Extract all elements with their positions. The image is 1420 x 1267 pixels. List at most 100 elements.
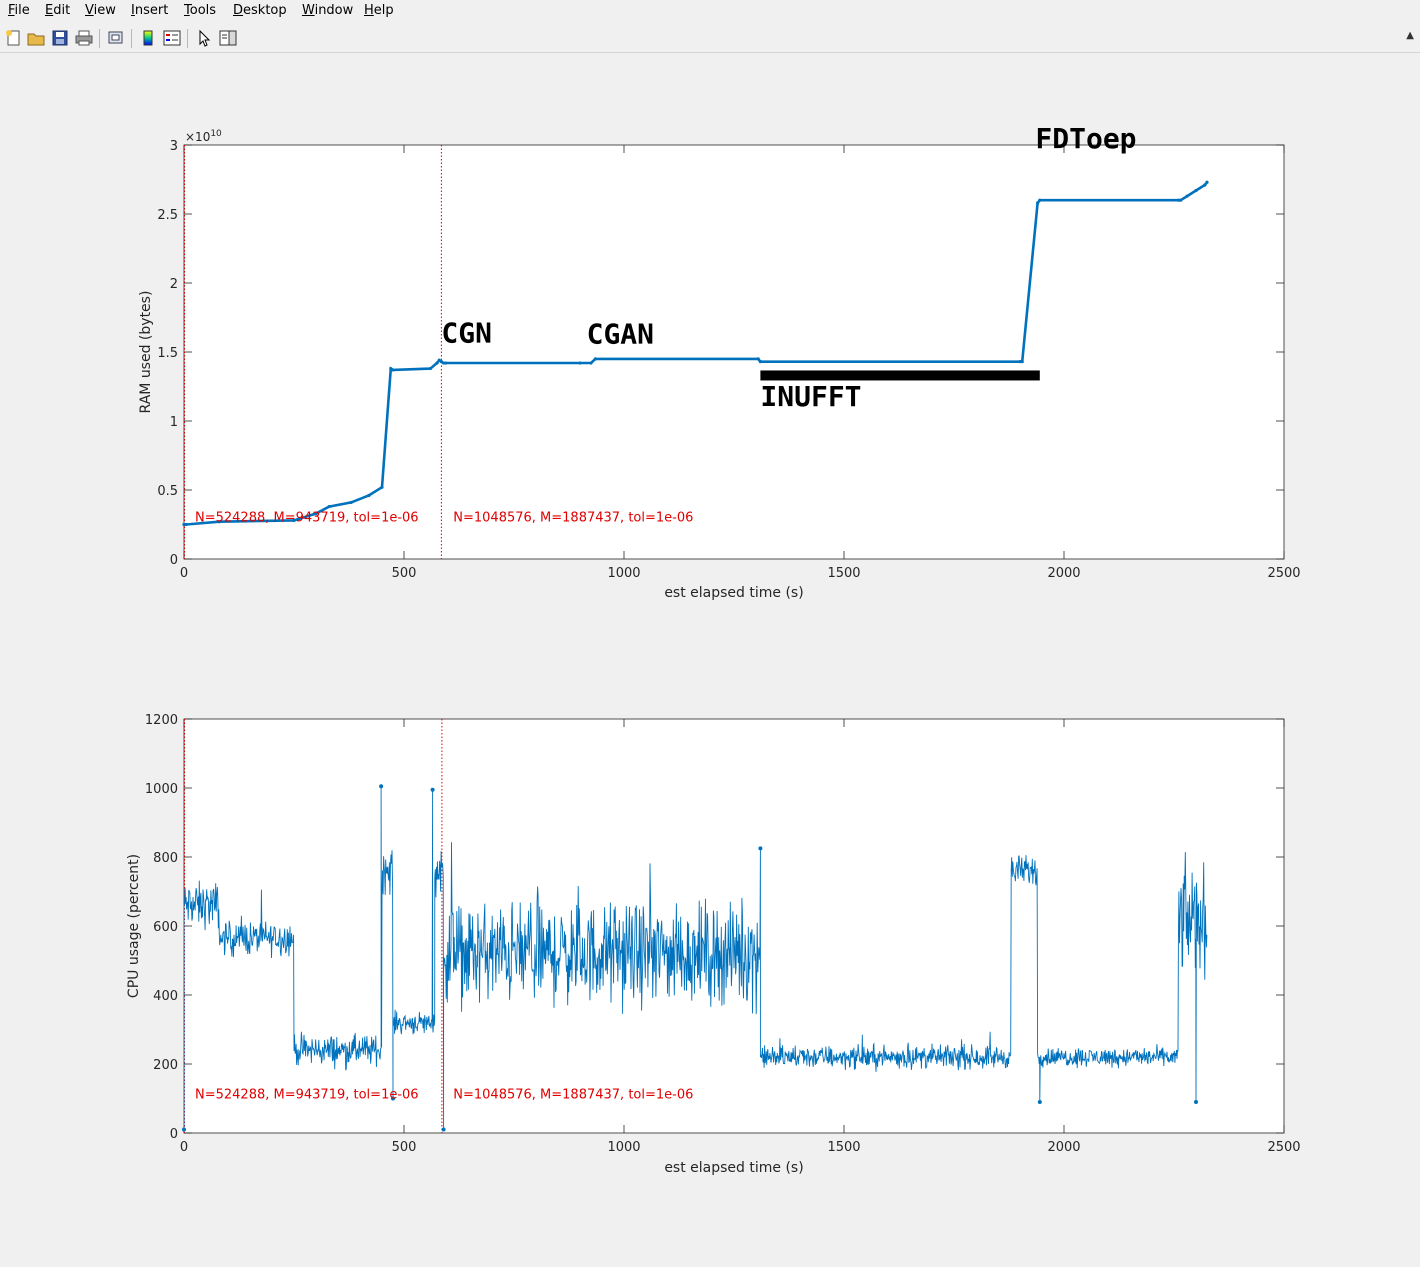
menu-view[interactable]: View: [85, 3, 116, 18]
cpu-ytick-label: 800: [153, 851, 178, 866]
ram-data-point: [1038, 198, 1042, 202]
menu-insert[interactable]: Insert: [131, 3, 169, 18]
ram-data-point: [428, 366, 432, 371]
edit-plot-arrow-icon[interactable]: [194, 28, 214, 48]
ram-ytick-label: 0.5: [157, 484, 178, 499]
open-file-icon[interactable]: [26, 28, 46, 48]
ram-data-point: [314, 511, 318, 516]
menu-desktop[interactable]: Desktop: [233, 3, 287, 18]
ram-data-point: [1176, 198, 1180, 202]
ram-ytick-label: 1.5: [157, 346, 178, 361]
ram-xtick-label: 500: [392, 566, 417, 581]
cpu-ytick-label: 0: [170, 1127, 178, 1142]
ram-data-point: [1194, 188, 1198, 193]
cpu-xtick-label: 500: [392, 1140, 417, 1155]
cpu-ytick-label: 600: [153, 920, 178, 935]
ram-dataset-annotation: N=524288, M=943719, tol=1e-06: [195, 511, 419, 526]
save-icon[interactable]: [50, 28, 70, 48]
ram-phase-label-fdtoep: FDToep: [1035, 122, 1136, 155]
ram-data-point: [442, 361, 446, 365]
cpu-series-line: [183, 786, 1208, 1130]
ram-data-point: [1185, 194, 1189, 198]
menu-file[interactable]: File: [8, 3, 30, 18]
legend-icon[interactable]: [162, 28, 182, 48]
cpu-ytick-label: 1200: [145, 713, 178, 728]
new-figure-icon[interactable]: [4, 28, 24, 48]
window-dock-arrow-icon[interactable]: ▲: [1406, 30, 1414, 41]
cpu-plot-area[interactable]: [183, 718, 1285, 1134]
cpu-xtick-label: 0: [180, 1140, 188, 1155]
ram-data-point: [327, 504, 331, 509]
ram-data-point: [182, 522, 186, 527]
cpu-xlabel: est elapsed time (s): [664, 1160, 803, 1176]
ram-data-point: [435, 361, 439, 365]
menu-help[interactable]: Help: [364, 3, 394, 18]
ram-data-point: [589, 361, 593, 365]
link-icon[interactable]: [106, 28, 126, 48]
cpu-xtick-label: 2000: [1047, 1140, 1080, 1155]
ram-axes: 0 500 1000 1500 2000 2500 0 0.5 1 1.5 2 2.5 3 CGN CGA…: [138, 122, 1301, 601]
cpu-spike-point: [1194, 1099, 1198, 1104]
cpu-ytick-label: 1000: [145, 782, 178, 797]
ram-xtick-label: 2500: [1267, 566, 1300, 581]
ram-phase-label-cgan: CGAN: [587, 318, 654, 351]
ram-data-point: [349, 500, 353, 505]
ram-data-point: [380, 485, 384, 489]
ram-exponent-label: ×1010: [185, 129, 222, 144]
menu-tools[interactable]: Tools: [184, 3, 217, 18]
ram-ylabel: RAM used (bytes): [138, 291, 154, 414]
ram-data-point: [444, 361, 448, 365]
ram-data-point: [758, 360, 763, 364]
ram-data-point: [593, 357, 598, 361]
ram-ytick-label: 1: [170, 415, 178, 430]
cpu-xtick-label: 1500: [827, 1140, 860, 1155]
ram-ytick-label: 0: [170, 553, 178, 568]
ram-xlabel: est elapsed time (s): [664, 585, 803, 601]
ram-phase-label-cgn: CGN: [441, 316, 492, 349]
cpu-spike-point: [391, 1096, 395, 1101]
ram-data-point: [1205, 180, 1209, 184]
ram-data-point: [756, 357, 760, 361]
ram-data-point: [184, 522, 188, 527]
cpu-spike-point: [430, 787, 435, 792]
cpu-axes: 0 500 1000 1500 2000 2500 0 200 400 600 800 1000 120…: [126, 713, 1301, 1176]
ram-data-point: [1036, 201, 1040, 205]
ram-data-point: [217, 520, 221, 524]
cpu-xtick-label: 2500: [1267, 1140, 1300, 1155]
ram-ytick-label: 3: [170, 139, 178, 154]
ram-ytick-label: 2.5: [157, 208, 178, 223]
cpu-ylabel: CPU usage (percent): [126, 854, 142, 998]
ram-data-point: [1203, 183, 1207, 187]
ram-dataset-annotation: N=1048576, M=1887437, tol=1e-06: [453, 511, 693, 526]
print-icon[interactable]: [74, 28, 94, 48]
cpu-spike-point: [182, 1127, 186, 1132]
cpu-dataset-annotation: N=524288, M=943719, tol=1e-06: [195, 1088, 419, 1103]
menu-edit[interactable]: Edit: [45, 3, 71, 18]
ram-data-point: [391, 368, 395, 372]
cpu-spike-point: [441, 1127, 446, 1132]
cpu-dataset-annotation: N=1048576, M=1887437, tol=1e-06: [453, 1088, 693, 1103]
cpu-ytick-label: 200: [153, 1058, 178, 1073]
ram-data-point: [1020, 360, 1024, 364]
cpu-spike-point: [379, 784, 384, 789]
ram-data-point: [292, 518, 296, 522]
colorbar-icon[interactable]: [138, 28, 158, 48]
ram-data-point: [1179, 198, 1183, 202]
menu-window[interactable]: Window: [302, 3, 354, 18]
toolbar: ▲: [0, 25, 1420, 53]
ram-ytick-label: 2: [170, 277, 178, 292]
cpu-spike-point: [758, 846, 763, 851]
ram-plot-area[interactable]: [183, 144, 1285, 560]
cpu-ytick-label: 400: [153, 989, 178, 1004]
inufft-span-bar: [760, 370, 1040, 381]
ram-xtick-label: 1500: [827, 566, 860, 581]
ram-data-point: [578, 361, 582, 365]
cpu-spike-point: [1037, 1099, 1042, 1104]
cpu-xtick-label: 1000: [607, 1140, 640, 1155]
ram-phase-label-inufft: INUFFT: [760, 380, 861, 413]
property-editor-icon[interactable]: [218, 28, 238, 48]
ram-data-point: [367, 493, 371, 498]
ram-xtick-label: 0: [180, 566, 188, 581]
ram-data-point: [1018, 360, 1022, 364]
